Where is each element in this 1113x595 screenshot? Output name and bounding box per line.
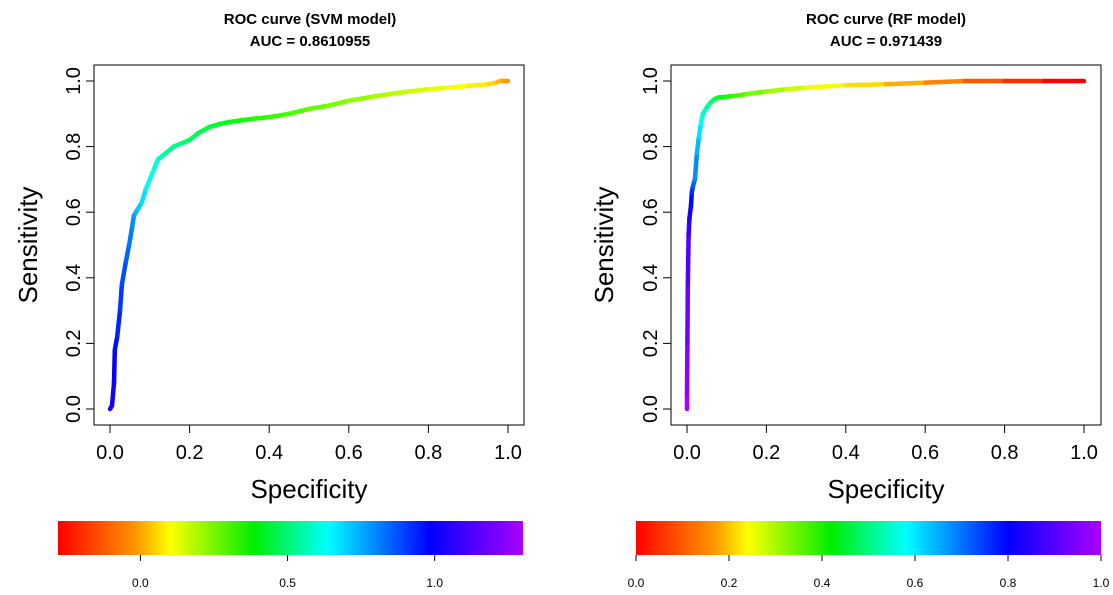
- svm-roc-segment: [117, 282, 125, 313]
- svm-roc-panel: ROC curve (SVM model) AUC = 0.8610955 0.…: [13, 11, 525, 590]
- svm-roc-segment: [386, 89, 411, 97]
- rf-xtick-label: 0.4: [832, 442, 860, 464]
- svm-xtick-label: 0.8: [414, 442, 442, 464]
- rf-roc-panel: ROC curve (RF model) AUC = 0.971439 0.0 0…: [589, 11, 1110, 590]
- rf-ytick-label: 0.0: [640, 395, 662, 423]
- rf-roc-segment: [686, 216, 692, 238]
- rf-roc-segment: [685, 232, 691, 287]
- svm-roc-segment: [406, 86, 431, 94]
- rf-plot-frame: [670, 64, 1102, 426]
- rf-ytick-label: 0.6: [640, 198, 662, 226]
- rf-colorbar-tick-label: 0.4: [814, 576, 831, 590]
- svm-xtick-label: 0.6: [335, 442, 363, 464]
- svm-roc-segment: [111, 347, 118, 386]
- svm-roc-curve: [107, 78, 511, 412]
- svm-colorbar-tick-label: 1.0: [426, 576, 443, 590]
- rf-roc-segment: [744, 89, 769, 97]
- svm-roc-segment: [465, 82, 491, 89]
- svm-yaxis-label: Sensitivity: [13, 186, 43, 303]
- rf-roc-segment: [803, 83, 849, 90]
- rf-ytick-label: 1.0: [640, 67, 662, 95]
- svm-chart-subtitle: AUC = 0.8610955: [250, 33, 371, 50]
- rf-xtick-label: 0.6: [911, 442, 939, 464]
- rf-ytick-label: 0.4: [640, 264, 662, 292]
- svm-roc-segment: [195, 124, 212, 136]
- rf-colorbar: [636, 521, 1101, 555]
- rf-xtick-label: 0.8: [991, 442, 1019, 464]
- rf-colorbar-tick-label: 0.8: [1000, 576, 1017, 590]
- svm-plot-frame: [93, 64, 525, 426]
- rf-roc-segment: [694, 134, 702, 156]
- rf-xtick-label: 1.0: [1070, 442, 1098, 464]
- svm-colorbar-tick-label: 0.0: [132, 576, 149, 590]
- svm-roc-segment: [123, 242, 132, 264]
- svm-roc-segment: [346, 95, 371, 103]
- svm-roc-segment: [426, 85, 451, 92]
- svm-xtick-label: 0.2: [176, 442, 204, 464]
- rf-yaxis-label: Sensitivity: [589, 186, 619, 303]
- svm-ytick-label: 0.6: [63, 198, 85, 226]
- svm-roc-segment: [251, 114, 272, 121]
- svm-roc-segment: [366, 91, 391, 100]
- svm-ytick-label: 0.8: [63, 133, 85, 161]
- svm-roc-segment: [109, 380, 117, 408]
- rf-chart-title: ROC curve (RF model): [806, 11, 966, 28]
- rf-ytick-label: 0.8: [640, 133, 662, 161]
- rf-xtick-label: 0.0: [673, 442, 701, 464]
- rf-roc-curve: [684, 78, 1087, 412]
- svm-xtick-label: 0.4: [255, 442, 283, 464]
- svm-roc-segment: [266, 111, 292, 120]
- svm-roc-segment: [326, 98, 352, 108]
- svm-colorbar: [58, 521, 523, 555]
- rf-axes: 0.0 0.2 0.4 0.6 0.8 1.0 0.0 0.2 0.4 0.6 0.8 1.0: [640, 67, 1098, 464]
- svm-roc-segment: [286, 106, 312, 117]
- rf-ytick-label: 0.2: [640, 329, 662, 357]
- rf-roc-segment: [843, 82, 888, 88]
- rf-chart-subtitle: AUC = 0.971439: [830, 33, 942, 50]
- svm-ytick-label: 1.0: [63, 67, 85, 95]
- rf-colorbar-tick-label: 0.0: [628, 576, 645, 590]
- svm-ytick-label: 0.2: [63, 329, 85, 357]
- rf-roc-segment: [922, 78, 968, 85]
- svm-xaxis-label: Specificity: [250, 474, 367, 504]
- rf-colorbar-ticks: 0.0 0.2 0.4 0.6 0.8 1.0: [628, 555, 1110, 590]
- rf-xaxis-label: Specificity: [827, 474, 944, 504]
- svm-ytick-label: 0.4: [63, 264, 85, 292]
- svm-axes: 0.0 0.2 0.4 0.6 0.8 1.0 0.0 0.2 0.4 0.6 0.8 1.0: [63, 67, 522, 464]
- svm-roc-segment: [139, 186, 149, 205]
- rf-roc-segment: [784, 85, 809, 92]
- svm-colorbar-ticks: 0.0 0.5 1.0: [132, 555, 443, 590]
- svm-roc-segment: [126, 226, 135, 248]
- svm-xtick-label: 0.0: [96, 442, 124, 464]
- svm-roc-segment: [114, 308, 123, 340]
- svm-colorbar-tick-label: 0.5: [279, 576, 296, 590]
- rf-roc-segment: [764, 86, 789, 94]
- rf-xtick-label: 0.2: [752, 442, 780, 464]
- svm-roc-segment: [446, 83, 471, 90]
- svm-xtick-label: 1.0: [494, 442, 522, 464]
- rf-roc-segment: [883, 80, 928, 87]
- svm-ytick-label: 0.0: [63, 395, 85, 423]
- rf-colorbar-tick-label: 1.0: [1093, 576, 1110, 590]
- rf-colorbar-tick-label: 0.2: [721, 576, 738, 590]
- svm-roc-segment: [119, 259, 129, 287]
- rf-roc-segment: [692, 150, 700, 182]
- svm-roc-segment: [306, 103, 332, 112]
- svm-chart-title: ROC curve (SVM model): [224, 11, 397, 28]
- rf-colorbar-tick-label: 0.6: [907, 576, 924, 590]
